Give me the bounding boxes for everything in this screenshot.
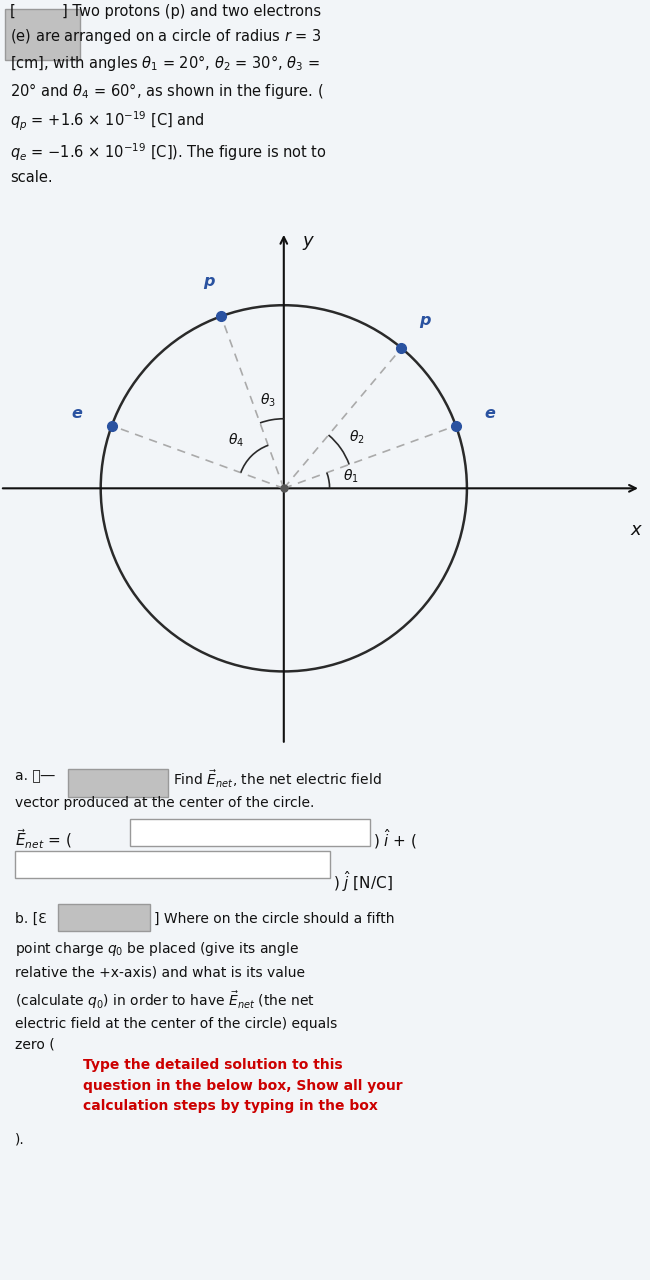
Text: ] Where on the circle should a fifth: ] Where on the circle should a fifth: [154, 911, 395, 925]
Text: point charge $q_0$ be placed (give its angle
relative the +x-axis) and what is i: point charge $q_0$ be placed (give its a…: [15, 941, 337, 1052]
Text: $\vec{E}_{net}$ = (: $\vec{E}_{net}$ = (: [15, 827, 72, 851]
Text: e: e: [485, 406, 496, 421]
Text: a. ⎸―: a. ⎸―: [15, 769, 55, 783]
Text: p: p: [203, 274, 215, 289]
Text: $\theta_1$: $\theta_1$: [343, 468, 358, 485]
Text: x: x: [630, 521, 641, 539]
Text: ).: ).: [15, 1133, 25, 1147]
Text: y: y: [302, 232, 313, 250]
FancyBboxPatch shape: [130, 819, 370, 846]
Text: $\theta_2$: $\theta_2$: [350, 428, 365, 445]
Text: p: p: [419, 312, 431, 328]
FancyBboxPatch shape: [58, 904, 150, 931]
Text: Find $\vec{E}_{net}$, the net electric field: Find $\vec{E}_{net}$, the net electric f…: [173, 769, 382, 790]
Text: [          ] Two protons (p) and two electrons
(e) are arranged on a circle of r: [ ] Two protons (p) and two electrons (e…: [10, 4, 327, 184]
FancyBboxPatch shape: [5, 9, 80, 60]
Text: vector produced at the center of the circle.: vector produced at the center of the cir…: [15, 796, 315, 810]
Text: $\theta_4$: $\theta_4$: [228, 431, 244, 449]
FancyBboxPatch shape: [68, 769, 168, 797]
Text: b. [Ɛ: b. [Ɛ: [15, 911, 47, 925]
Text: e: e: [72, 406, 83, 421]
Text: Type the detailed solution to this
question in the below box, Show all your
calc: Type the detailed solution to this quest…: [83, 1059, 402, 1114]
Text: $\theta_3$: $\theta_3$: [260, 392, 276, 408]
Text: ) $\hat{i}$ + (: ) $\hat{i}$ + (: [373, 827, 417, 851]
Text: ) $\hat{j}$ [N/C]: ) $\hat{j}$ [N/C]: [333, 869, 393, 893]
FancyBboxPatch shape: [15, 851, 330, 878]
